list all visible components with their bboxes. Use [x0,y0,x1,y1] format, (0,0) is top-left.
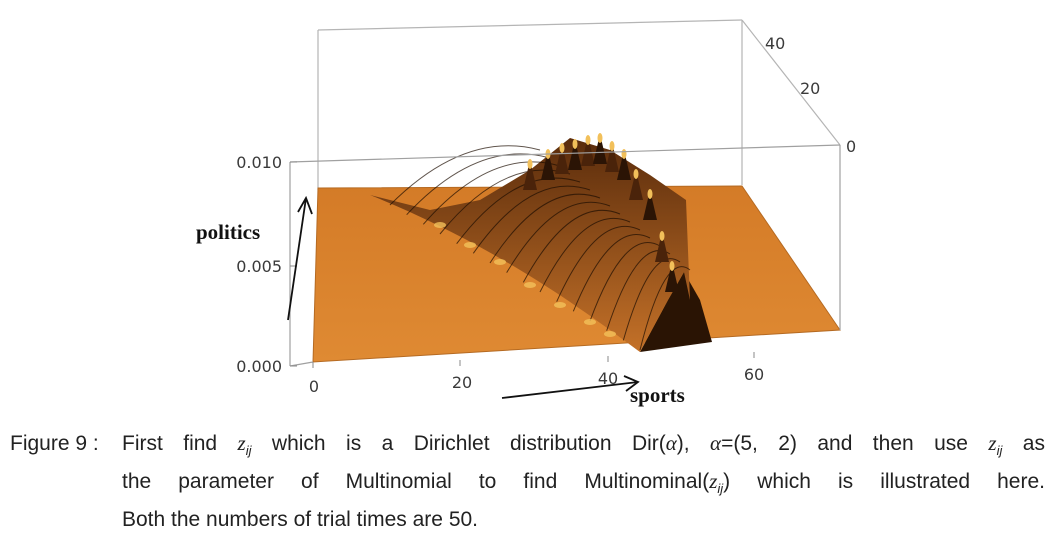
plot-box-front [289,144,841,367]
peak-highlight [527,159,533,169]
caption-text: Both the numbers of trial times are 50. [122,508,479,532]
peak-highlight [609,141,615,151]
contour-line [506,201,611,273]
y-tick-label: 40 [765,34,785,53]
surface-peak [541,150,555,180]
z-tick-label: 0.000 [236,357,282,376]
contour-line [539,217,631,293]
y-tick-label: 20 [800,79,820,98]
peak-highlight [633,169,639,179]
caption-alpha: α [710,431,722,455]
surface-peaks [434,133,679,337]
contour-line [622,258,681,341]
slope-highlight [524,282,536,288]
surface-peak [643,190,657,220]
caption-sub: ij [717,481,724,497]
surface-peak [617,150,631,180]
slope-highlight [584,319,596,325]
peak-highlight [669,261,675,271]
contour-line [472,185,591,254]
slope-highlight [604,331,616,337]
surface-peak [568,140,582,170]
caption-alpha: α [665,431,677,455]
surface-peak [655,232,669,262]
surface-peak [581,136,595,166]
surface-peak [593,134,607,164]
surface-plot: 0.010 0.005 0.000 0 20 40 60 40 20 0 pol… [196,19,856,407]
surface-peak [555,144,569,174]
z-tick-label: 0.005 [236,257,282,276]
surface-peak [605,142,619,172]
figure-number: Figure 9 : [10,432,99,455]
surface-hill [370,138,690,352]
contour-line [639,266,691,351]
surface-peak [629,170,643,200]
x-tick-label: 0 [309,377,319,396]
contour-line [439,169,571,235]
sports-axis-label: sports [630,383,685,407]
contour-line [522,209,621,283]
sports-arrow-icon [501,375,640,399]
politics-axis-label: politics [196,220,260,244]
peak-highlight [621,149,627,159]
caption-text: which is a Dirichlet distribution Dir( [271,432,666,455]
x-tick-label: 20 [452,373,472,392]
caption-var: z [237,431,246,455]
politics-arrow-icon [287,195,313,321]
caption-text: =(5, 2) and then use [721,432,968,455]
plot-box-back [317,19,841,190]
caption-text: First find [122,432,218,455]
caption-text: ), [676,432,690,455]
x-axis [312,352,755,368]
contour-line [422,161,561,225]
contour-line [572,233,651,312]
peak-highlight [585,135,591,145]
caption-text: ) which is illustrated here. [723,470,1045,494]
slope-highlight [494,259,506,265]
surface-shadow [640,272,712,352]
x-tick-label: 60 [744,365,764,384]
peak-highlight [659,231,665,241]
peak-highlight [572,139,578,149]
caption-sub: ij [245,443,252,459]
peak-highlight [647,189,653,199]
contour-line [489,193,601,264]
z-tick-label: 0.010 [236,153,282,172]
surface-peak [665,262,679,292]
contour-line [589,242,661,322]
caption-var: z [988,431,997,455]
caption-var: z [709,469,718,494]
surface-peak [523,160,537,190]
peak-highlight [597,133,603,143]
caption-sub: ij [996,443,1003,459]
caption-text: as [1022,432,1045,455]
slope-highlight [464,242,476,248]
slope-highlight [554,302,566,308]
contour-line [456,177,581,244]
y-tick-label: 0 [846,137,856,156]
contour-line [389,145,541,206]
peak-highlight [559,143,565,153]
contour-line [556,225,641,302]
x-tick-label: 40 [598,369,618,388]
slope-highlight [434,222,446,228]
caption-text: the parameter of Multinomial to find Mul… [122,470,710,494]
